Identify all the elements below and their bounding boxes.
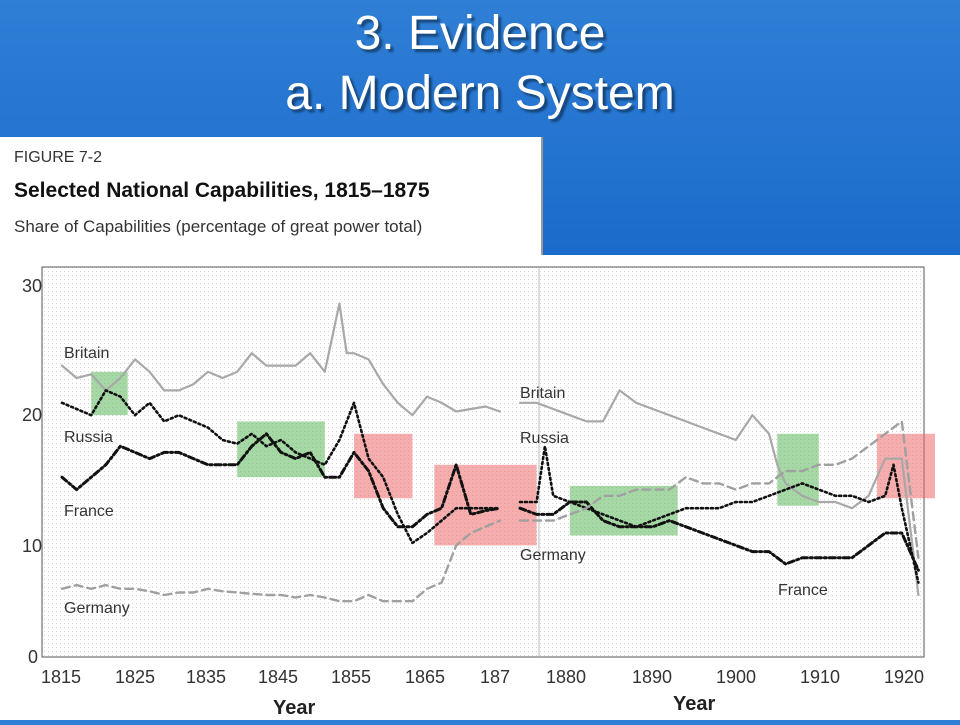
- slide-title-line2: a. Modern System: [285, 67, 675, 120]
- series-germany-line-panel-2: [518, 420, 920, 559]
- y-tick-20: 20: [22, 405, 42, 425]
- series-france-line-panel-1: [60, 432, 502, 529]
- series-britain-line-panel-2: [518, 389, 920, 597]
- highlight-boxes: [91, 371, 935, 546]
- x-tick-1865: 1865: [405, 667, 445, 687]
- x-axis-label-left: Year: [273, 697, 315, 719]
- x-tick-187: 187: [480, 667, 510, 687]
- label-britain-right: Britain: [520, 385, 565, 402]
- label-germany-right: Germany: [520, 547, 586, 564]
- figure-label: FIGURE 7-2: [14, 149, 103, 166]
- label-russia-left: Russia: [64, 429, 113, 446]
- label-france-left: France: [64, 503, 114, 520]
- label-russia-right: Russia: [520, 430, 569, 447]
- slide-title: 3. Evidence a. Modern System: [0, 4, 960, 124]
- series-russia-line-panel-2: [518, 444, 920, 584]
- highlight-box-red-3: [354, 433, 413, 499]
- series-russia-line-panel-1: [60, 389, 502, 545]
- series-france-line-panel-2: [518, 500, 920, 572]
- x-tick-1920: 1920: [884, 667, 924, 687]
- series-lines: [60, 302, 920, 603]
- label-britain-left: Britain: [64, 345, 109, 362]
- y-tick-10: 10: [22, 536, 42, 556]
- x-tick-1825: 1825: [115, 667, 155, 687]
- highlight-box-red-4: [434, 464, 537, 546]
- chart-area: 30 20 10 0 1815 1825 1835 1845 1855 1865…: [0, 255, 960, 720]
- series-germany-line-panel-1: [60, 519, 502, 603]
- highlight-box-green-2: [237, 421, 325, 478]
- x-axis-label-right: Year: [673, 693, 715, 715]
- x-tick-1910: 1910: [800, 667, 840, 687]
- figure-header: FIGURE 7-2 Selected National Capabilitie…: [0, 137, 543, 260]
- series-britain-line-panel-1: [60, 302, 502, 417]
- highlight-box-green-6: [777, 433, 819, 506]
- x-tick-1845: 1845: [258, 667, 298, 687]
- capabilities-chart: 30 20 10 0 1815 1825 1835 1845 1855 1865…: [22, 266, 935, 719]
- x-tick-1890: 1890: [632, 667, 672, 687]
- label-france-right: France: [778, 582, 828, 599]
- y-tick-0: 0: [28, 647, 38, 667]
- x-tick-1855: 1855: [331, 667, 371, 687]
- x-tick-1815: 1815: [41, 667, 81, 687]
- highlight-box-green-1: [91, 371, 128, 416]
- x-tick-1880: 1880: [546, 667, 586, 687]
- label-germany-left: Germany: [64, 600, 130, 617]
- x-tick-1900: 1900: [716, 667, 756, 687]
- figure-subtitle: Share of Capabilities (percentage of gre…: [14, 217, 423, 236]
- x-tick-1835: 1835: [186, 667, 226, 687]
- figure-title: Selected National Capabilities, 1815–187…: [14, 179, 430, 202]
- slide-title-line1: 3. Evidence: [354, 7, 606, 60]
- y-tick-30: 30: [22, 276, 42, 296]
